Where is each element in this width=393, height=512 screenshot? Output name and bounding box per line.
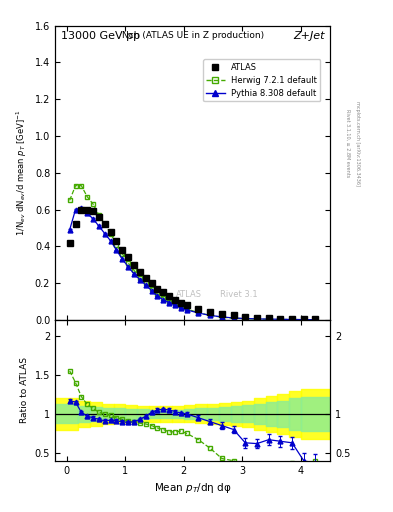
X-axis label: Mean $p_T$/dη dφ: Mean $p_T$/dη dφ <box>154 481 231 495</box>
Text: Nch (ATLAS UE in Z production): Nch (ATLAS UE in Z production) <box>121 32 264 40</box>
Text: Z+Jet: Z+Jet <box>293 32 325 41</box>
Y-axis label: 1/N$_{ev}$ dN$_{ev}$/d mean $p_T$ [GeV]$^{-1}$: 1/N$_{ev}$ dN$_{ev}$/d mean $p_T$ [GeV]$… <box>15 110 29 236</box>
Text: Rivet 3.1.10, ≥ 2.8M events: Rivet 3.1.10, ≥ 2.8M events <box>345 109 350 178</box>
Legend: ATLAS, Herwig 7.2.1 default, Pythia 8.308 default: ATLAS, Herwig 7.2.1 default, Pythia 8.30… <box>203 59 320 101</box>
Text: mcplots.cern.ch [arXiv:1306.3436]: mcplots.cern.ch [arXiv:1306.3436] <box>355 101 360 186</box>
Text: Rivet 3.1: Rivet 3.1 <box>220 290 258 300</box>
Text: ATLAS: ATLAS <box>176 290 202 300</box>
Text: 13000 GeV pp: 13000 GeV pp <box>61 32 140 41</box>
Y-axis label: Ratio to ATLAS: Ratio to ATLAS <box>20 357 29 423</box>
